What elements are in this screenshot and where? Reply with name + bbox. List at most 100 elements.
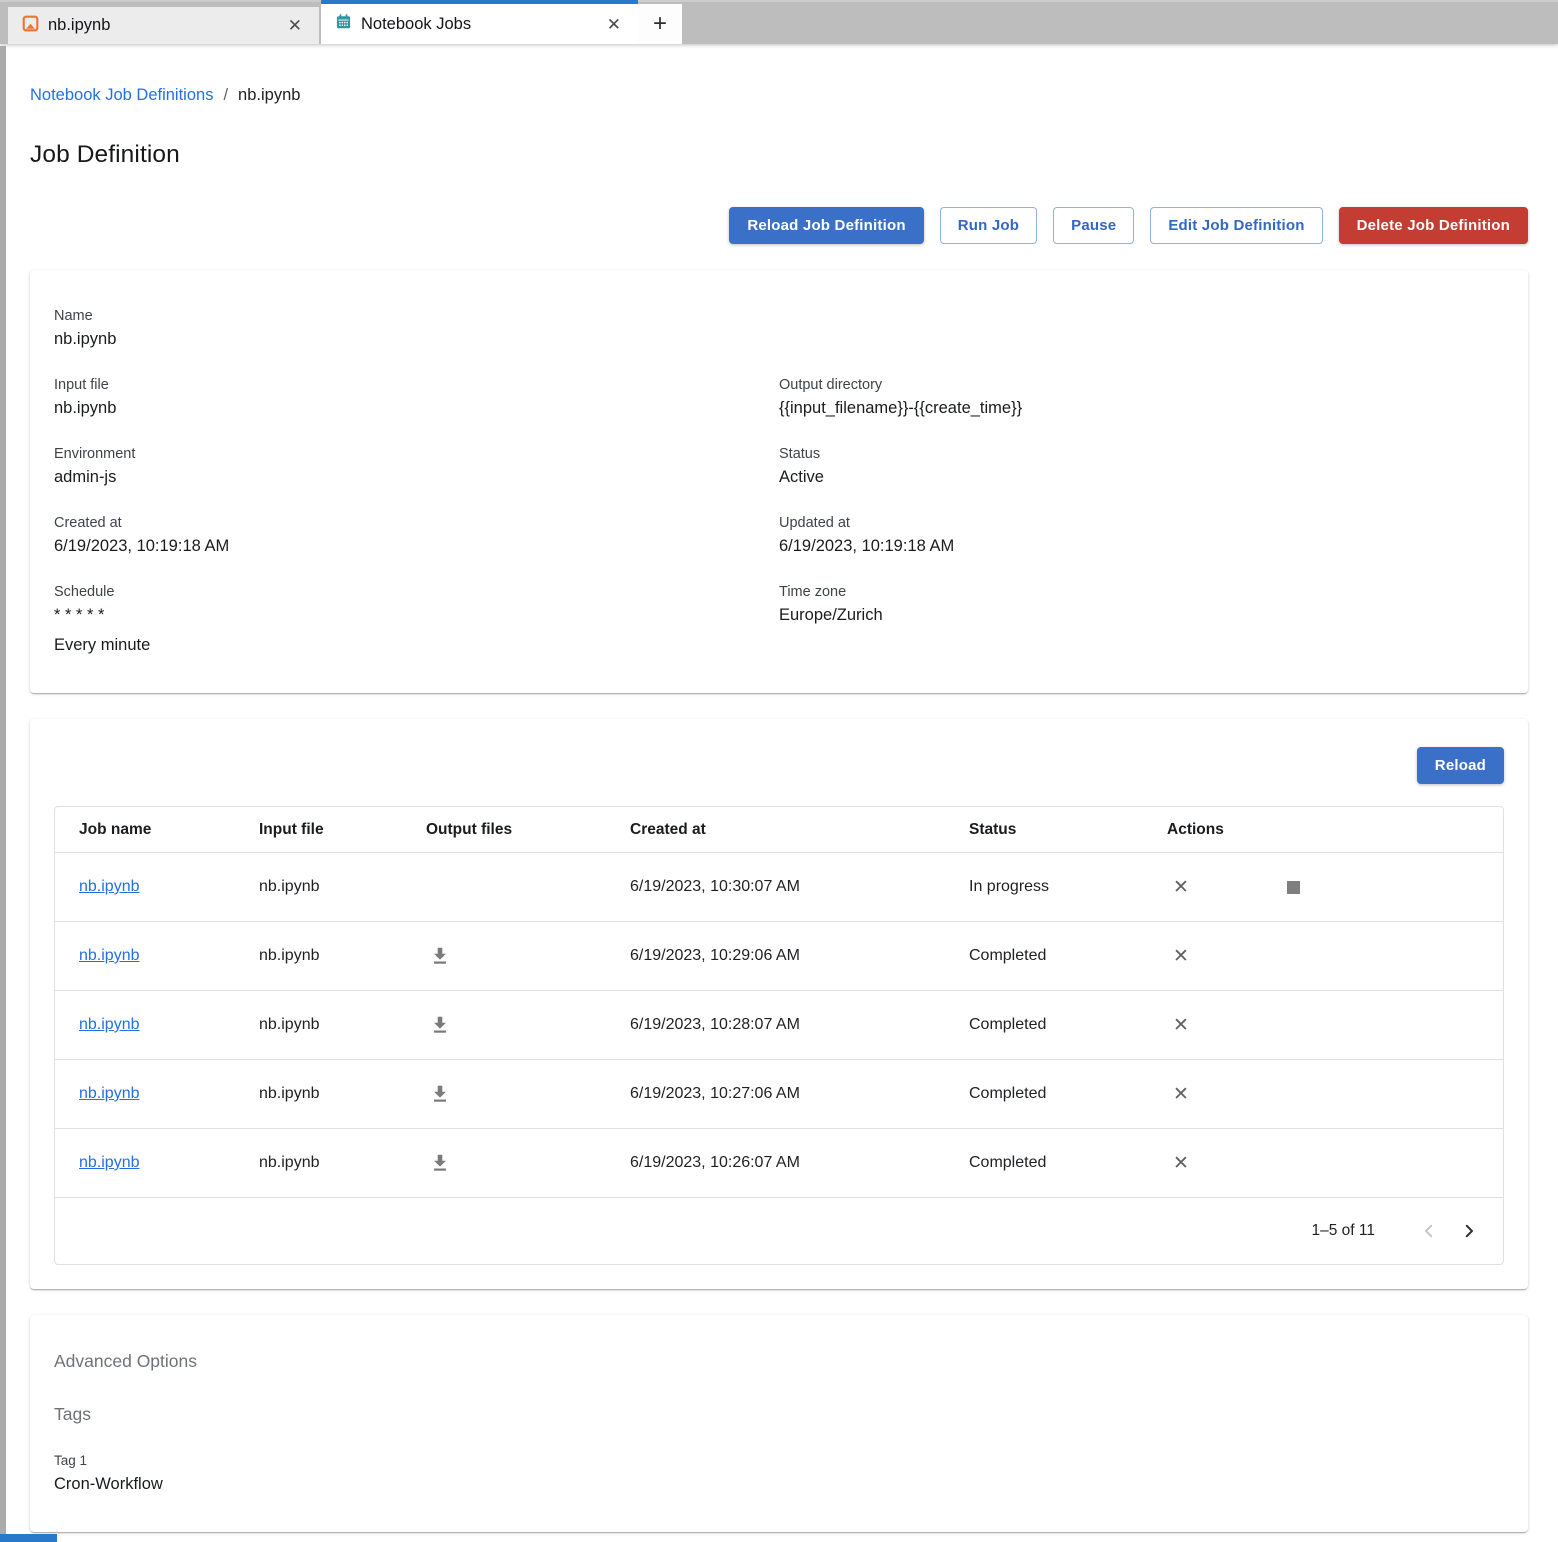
download-output-icon[interactable]	[426, 942, 454, 970]
field-empty	[779, 294, 1504, 363]
job-name-link[interactable]: nb.ipynb	[79, 878, 140, 895]
input-file-cell: nb.ipynb	[235, 921, 402, 991]
reload-jobs-button[interactable]: Reload	[1416, 747, 1504, 784]
output-files-cell	[402, 1059, 606, 1129]
breadcrumb-separator: /	[223, 86, 229, 104]
field-input-file: Input file nb.ipynb	[54, 363, 779, 432]
next-page-icon[interactable]	[1449, 1211, 1489, 1251]
new-tab-button[interactable]: +	[638, 4, 682, 44]
pagination-range-label: 1–5 of 11	[1311, 1222, 1376, 1239]
job-name-link[interactable]: nb.ipynb	[79, 1085, 140, 1102]
page-title: Job Definition	[30, 141, 180, 168]
field-label: Updated at	[779, 515, 850, 531]
edit-job-definition-button[interactable]: Edit Job Definition	[1150, 207, 1323, 244]
status-cell: Completed	[945, 1128, 1143, 1198]
created-at-cell: 6/19/2023, 10:29:06 AM	[606, 921, 945, 991]
created-at-cell: 6/19/2023, 10:28:07 AM	[606, 990, 945, 1060]
notebook-jobs-page: Notebook Job Definitions / nb.ipynb Job …	[0, 44, 1558, 1532]
actions-cell: ✕	[1143, 1059, 1503, 1129]
job-name-link[interactable]: nb.ipynb	[79, 947, 140, 964]
delete-job-icon[interactable]: ✕	[1173, 945, 1189, 967]
job-definition-actions: Reload Job Definition Run Job Pause Edit…	[30, 207, 1528, 244]
pause-button[interactable]: Pause	[1053, 207, 1135, 244]
close-icon[interactable]: ✕	[606, 14, 621, 34]
status-cell: In progress	[945, 852, 1143, 922]
col-job-name: Job name	[55, 807, 235, 853]
field-updated-at: Updated at 6/19/2023, 10:19:18 AM	[779, 501, 1504, 570]
job-name-link[interactable]: nb.ipynb	[79, 1016, 140, 1033]
table-row: nb.ipynb nb.ipynb 6/19/2023, 10:29:06 AM…	[55, 921, 1503, 991]
schedule-description: Every minute	[54, 636, 151, 654]
status-cell: Completed	[945, 921, 1143, 991]
created-at-cell: 6/19/2023, 10:27:06 AM	[606, 1059, 945, 1129]
field-environment: Environment admin-js	[54, 432, 779, 501]
field-value: Europe/Zurich	[779, 606, 883, 624]
field-label: Time zone	[779, 584, 847, 600]
tab-label: nb.ipynb	[48, 16, 111, 34]
job-name-link[interactable]: nb.ipynb	[79, 1154, 140, 1171]
delete-job-icon[interactable]: ✕	[1173, 1152, 1189, 1174]
sidebar-splitter[interactable]	[0, 46, 6, 1542]
delete-job-icon[interactable]: ✕	[1173, 1083, 1189, 1105]
table-row: nb.ipynb nb.ipynb 6/19/2023, 10:30:07 AM…	[55, 852, 1503, 922]
delete-job-icon[interactable]: ✕	[1173, 876, 1189, 898]
bottom-accent-bar	[0, 1534, 57, 1542]
field-label: Input file	[54, 377, 109, 393]
job-runs-card: Reload Job name Input file Output files …	[30, 719, 1528, 1289]
status-cell: Completed	[945, 1059, 1143, 1129]
close-icon[interactable]: ✕	[287, 16, 302, 35]
tab-nb-ipynb[interactable]: nb.ipynb ✕	[8, 7, 319, 44]
download-output-icon[interactable]	[426, 1149, 454, 1177]
delete-job-icon[interactable]: ✕	[1173, 1014, 1189, 1036]
output-files-cell	[402, 852, 606, 922]
previous-page-icon[interactable]	[1409, 1211, 1449, 1251]
field-label: Name	[54, 308, 93, 324]
table-row: nb.ipynb nb.ipynb 6/19/2023, 10:27:06 AM…	[55, 1059, 1503, 1129]
actions-cell: ✕	[1143, 990, 1503, 1060]
status-cell: Completed	[945, 990, 1143, 1060]
download-output-icon[interactable]	[426, 1011, 454, 1039]
col-output-files: Output files	[402, 807, 606, 853]
output-files-cell	[402, 990, 606, 1060]
advanced-options-card: Advanced Options Tags Tag 1 Cron-Workflo…	[30, 1315, 1528, 1532]
col-status: Status	[945, 807, 1143, 853]
delete-job-definition-button[interactable]: Delete Job Definition	[1338, 207, 1528, 244]
field-label: Status	[779, 446, 821, 462]
actions-cell: ✕	[1143, 1128, 1503, 1198]
field-value: 6/19/2023, 10:19:18 AM	[54, 537, 230, 555]
field-label: Schedule	[54, 584, 115, 600]
tag-item: Tag 1 Cron-Workflow	[54, 1453, 1504, 1508]
actions-cell: ✕	[1143, 921, 1503, 991]
field-output-directory: Output directory {{input_filename}}-{{cr…	[779, 363, 1504, 432]
input-file-cell: nb.ipynb	[235, 1128, 402, 1198]
jobs-table: Job name Input file Output files Created…	[54, 806, 1504, 1265]
field-value: * * * * *	[54, 606, 105, 624]
table-pagination: 1–5 of 11	[55, 1198, 1503, 1264]
tab-label: Notebook Jobs	[361, 14, 472, 33]
field-value: {{input_filename}}-{{create_time}}	[779, 399, 1023, 417]
breadcrumb-current: nb.ipynb	[238, 86, 301, 104]
tags-heading: Tags	[54, 1404, 91, 1424]
input-file-cell: nb.ipynb	[235, 1059, 402, 1129]
actions-cell: ✕	[1143, 852, 1503, 922]
output-files-cell	[402, 921, 606, 991]
output-files-cell	[402, 1128, 606, 1198]
field-label: Output directory	[779, 377, 883, 393]
field-status: Status Active	[779, 432, 1504, 501]
calendar-icon	[335, 13, 352, 35]
field-value: Active	[779, 468, 824, 486]
field-time-zone: Time zone Europe/Zurich	[779, 570, 1504, 669]
field-label: Created at	[54, 515, 122, 531]
reload-job-definition-button[interactable]: Reload Job Definition	[729, 207, 924, 244]
job-definition-details-card: Name nb.ipynb Input file nb.ipynb Output…	[30, 270, 1528, 693]
stop-job-icon[interactable]	[1279, 873, 1307, 901]
created-at-cell: 6/19/2023, 10:30:07 AM	[606, 852, 945, 922]
tag-value: Cron-Workflow	[54, 1475, 163, 1493]
download-output-icon[interactable]	[426, 1080, 454, 1108]
tab-notebook-jobs[interactable]: Notebook Jobs ✕	[321, 0, 638, 44]
col-input-file: Input file	[235, 807, 402, 853]
field-schedule: Schedule * * * * * Every minute	[54, 570, 779, 669]
run-job-button[interactable]: Run Job	[939, 207, 1038, 244]
field-value: admin-js	[54, 468, 117, 486]
breadcrumb-link-job-definitions[interactable]: Notebook Job Definitions	[30, 86, 214, 104]
